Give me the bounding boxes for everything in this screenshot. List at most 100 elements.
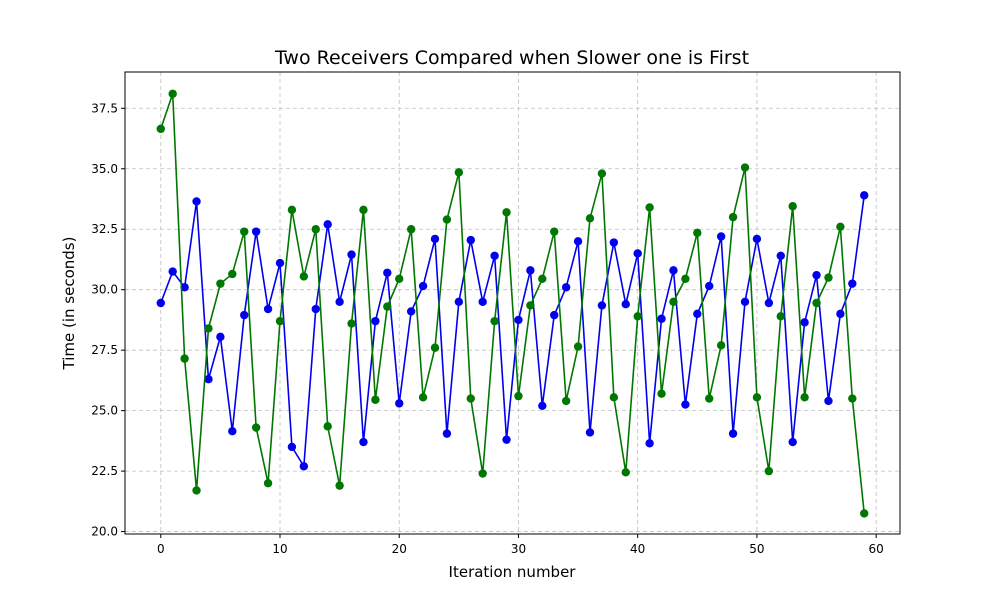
data-point [573,342,583,351]
data-point [550,310,559,320]
data-point [406,225,416,234]
data-point [287,442,297,452]
data-point [633,249,642,258]
data-point [359,437,368,447]
data-point [716,232,726,241]
data-point [585,214,595,223]
data-point [860,509,869,518]
y-tick-label: 30.0 [91,283,118,297]
data-point [418,393,428,402]
data-point [323,422,332,431]
series-line [160,93,866,514]
x-tick-label: 30 [511,542,526,556]
data-point [776,251,785,261]
data-point [204,374,213,384]
data-point [395,399,404,408]
data-point [371,395,380,404]
data-point [335,481,344,490]
data-point [335,297,344,306]
x-tick-label: 40 [630,542,645,556]
x-tick-label: 10 [272,542,287,556]
data-point [347,319,356,328]
data-point [251,423,261,432]
data-point [764,466,774,476]
data-point [824,273,833,282]
series-layer [156,89,869,518]
data-point [287,205,297,215]
data-point [371,316,380,326]
data-point [454,168,464,177]
data-point [657,389,666,398]
data-point [490,316,499,326]
data-point [263,479,273,488]
data-point [418,281,428,291]
data-point [836,222,845,232]
data-point [669,297,678,306]
data-point [514,391,523,401]
data-point [216,332,225,342]
data-point [752,393,762,402]
data-point [168,267,177,276]
data-point [705,394,714,403]
data-point [216,279,225,288]
data-point [442,429,452,438]
data-point [728,429,738,438]
data-point [514,315,523,325]
data-point [764,298,774,308]
data-point [573,237,583,246]
data-point [502,208,511,217]
data-point [740,163,750,172]
data-point [406,307,416,316]
grid [125,72,900,534]
data-point [359,205,368,215]
data-point [180,283,189,292]
x-tick-label: 0 [157,542,165,556]
data-point [204,324,213,333]
data-point [383,302,392,311]
data-point [609,238,619,247]
data-point [740,297,750,306]
chart-title: Two Receivers Compared when Slower one i… [274,47,749,69]
data-point [550,227,559,236]
data-point [168,89,177,98]
data-point [812,270,821,280]
data-point [192,197,201,206]
data-point [621,468,630,477]
data-point [848,394,857,403]
data-point [526,301,535,310]
data-point [621,300,630,309]
data-point [645,439,654,448]
data-point [848,279,857,288]
x-tick-label: 20 [392,542,407,556]
data-point [657,314,666,323]
data-point [323,220,332,229]
data-point [502,435,511,444]
data-point [192,486,201,495]
data-point [240,310,249,320]
data-point [311,304,320,314]
data-point [788,202,797,211]
data-point [585,428,595,437]
y-axis-label: Time (in seconds) [60,237,78,371]
data-point [716,341,726,350]
data-point [681,400,690,409]
data-point [812,298,821,308]
y-tick-label: 27.5 [91,343,118,357]
data-point [156,124,165,134]
data-point [597,169,607,178]
data-point [156,298,165,308]
data-point [860,191,869,200]
data-point [800,318,809,327]
x-axis-ticks: 0 10 20 30 40 50 60 [157,534,884,556]
data-point [299,462,309,471]
data-point [466,235,475,245]
data-point [645,203,654,212]
data-point [478,469,487,478]
data-point [776,312,785,321]
data-point [538,401,547,411]
data-point [275,258,285,268]
data-point [693,309,702,319]
data-point [561,283,571,292]
data-point [430,234,440,244]
y-tick-label: 22.5 [91,464,118,478]
